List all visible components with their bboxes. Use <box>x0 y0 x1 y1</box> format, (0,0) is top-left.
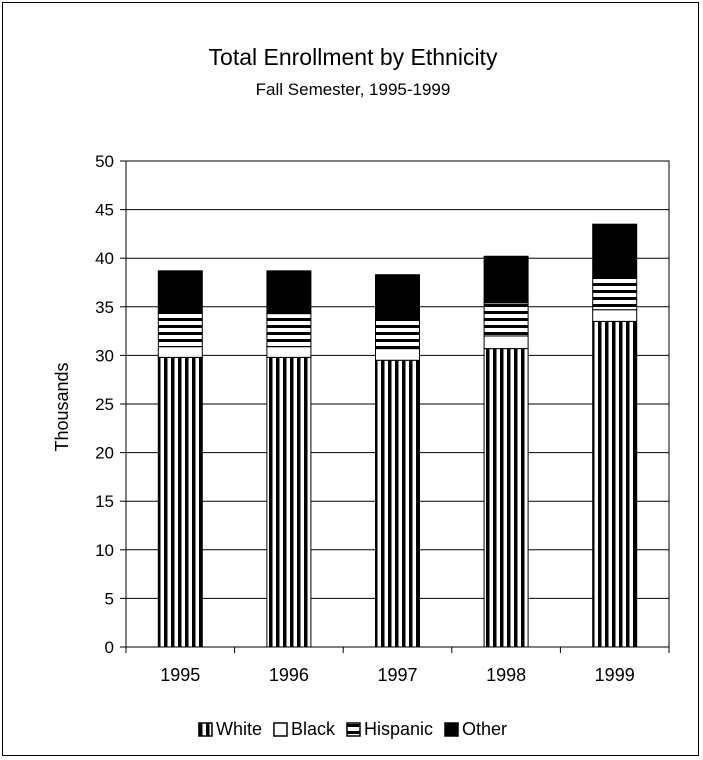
bar-segment-black <box>483 335 529 350</box>
y-tick-label: 25 <box>95 395 114 414</box>
bar-segment-white <box>375 359 420 648</box>
y-tick-label: 15 <box>95 492 114 511</box>
enrollment-chart: Total Enrollment by Ethnicity Fall Semes… <box>52 44 670 739</box>
x-tick-label: 1999 <box>595 665 635 685</box>
legend-label-hispanic: Hispanic <box>364 719 433 739</box>
bar-segment-black <box>266 346 312 358</box>
y-tick-label: 50 <box>95 152 114 171</box>
legend-swatch-other <box>444 722 459 737</box>
bar-segment-hispanic <box>592 276 638 311</box>
bar-segment-white <box>592 320 638 648</box>
y-tick-label: 40 <box>95 249 114 268</box>
legend-label-other: Other <box>462 719 507 739</box>
bar-segment-hispanic <box>266 313 312 348</box>
y-tick-label: 35 <box>95 298 114 317</box>
plot-area-border <box>125 160 670 648</box>
x-tick-label: 1998 <box>486 665 526 685</box>
legend-swatch-black <box>273 722 288 737</box>
chart-subtitle: Fall Semester, 1995-1999 <box>256 80 451 99</box>
y-tick-label: 0 <box>105 638 114 657</box>
bar-segment-hispanic <box>483 302 529 337</box>
legend-label-black: Black <box>291 719 336 739</box>
x-tick-label: 1996 <box>269 665 309 685</box>
y-tick-label: 45 <box>95 201 114 220</box>
bar-segment-hispanic <box>375 316 420 350</box>
x-tick-label: 1997 <box>377 665 417 685</box>
bar-segment-white <box>483 348 529 648</box>
bar-segment-black <box>375 348 420 361</box>
bar-segment-other <box>157 270 203 314</box>
bar-segment-other <box>266 270 312 315</box>
bar-segment-black <box>592 309 638 322</box>
chart-title: Total Enrollment by Ethnicity <box>209 44 498 70</box>
legend-swatch-hispanic <box>346 722 361 737</box>
x-tick-label: 1995 <box>160 665 200 685</box>
legend-swatch-white <box>198 722 213 737</box>
bar-segment-hispanic <box>157 312 203 348</box>
bar-segment-white <box>157 356 203 648</box>
bar-segment-other <box>483 255 529 304</box>
y-tick-label: 30 <box>95 346 114 365</box>
y-tick-label: 5 <box>105 589 114 608</box>
bar-segment-white <box>266 356 312 648</box>
y-tick-label: 20 <box>95 444 114 463</box>
bar-segment-other <box>592 223 638 278</box>
y-tick-label: 10 <box>95 541 114 560</box>
legend-label-white: White <box>216 719 262 739</box>
y-axis-label: Thousands <box>52 362 72 451</box>
bar-segment-black <box>157 346 203 358</box>
bar-segment-other <box>375 274 420 318</box>
